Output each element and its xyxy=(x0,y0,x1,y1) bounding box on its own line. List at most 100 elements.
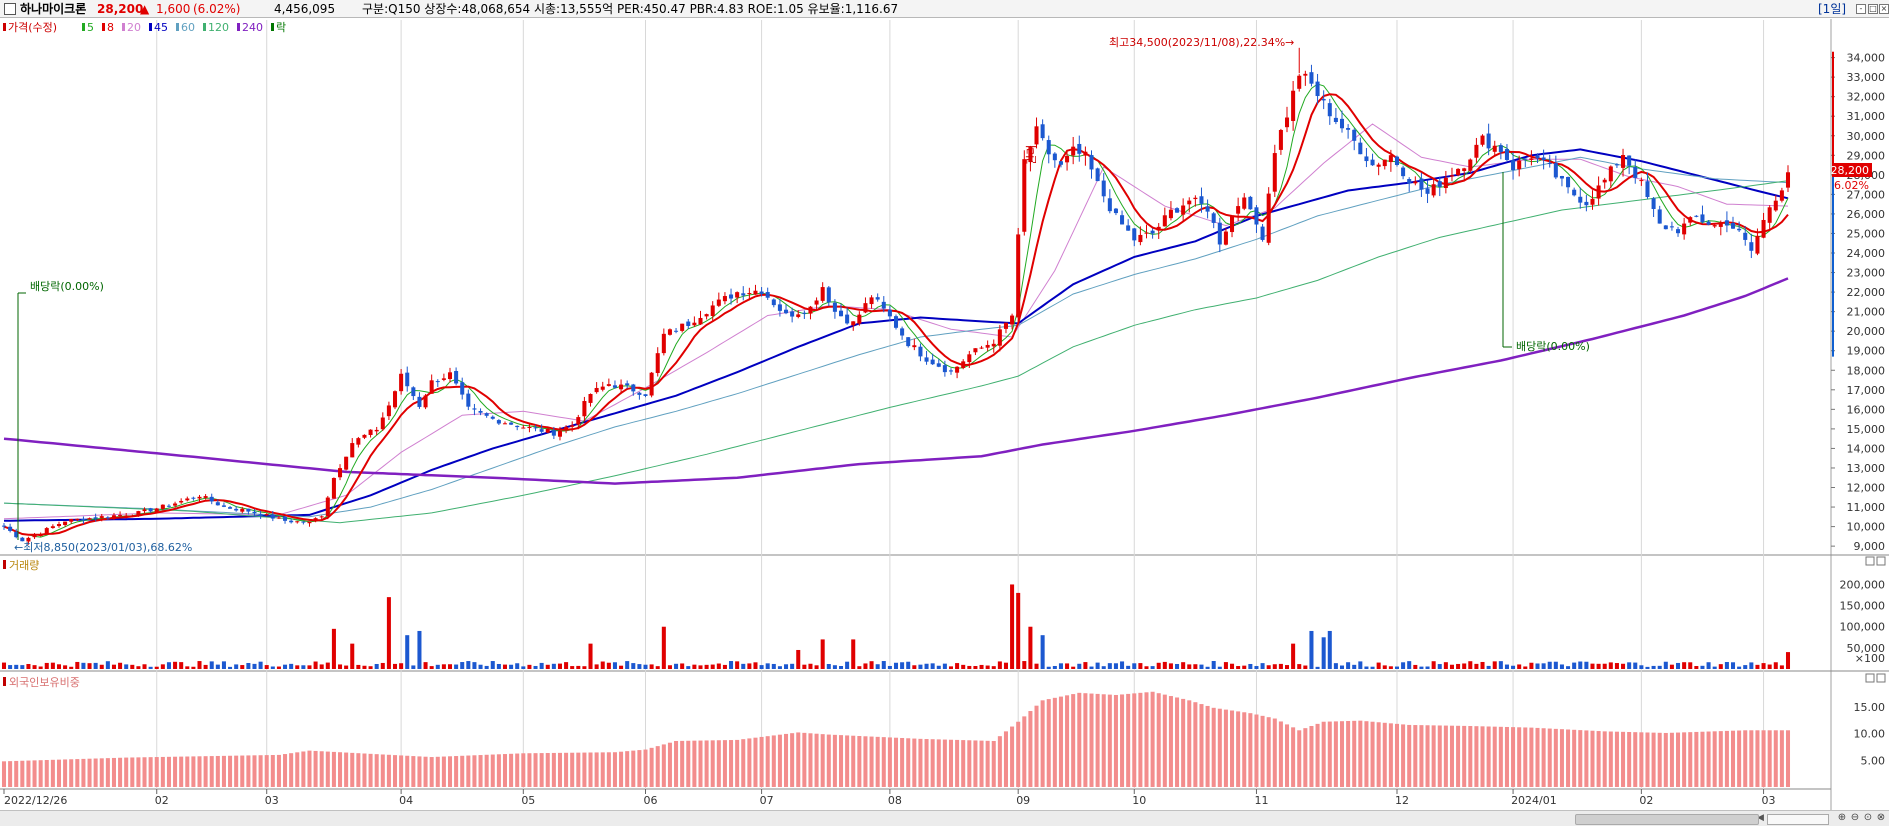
volume-bar xyxy=(283,664,288,669)
volume-tick-label: 200,000 xyxy=(1840,578,1886,591)
volume-bar xyxy=(429,666,434,669)
candle-body xyxy=(1291,90,1296,121)
legend-swatch xyxy=(82,23,85,31)
price-tick-label: 29,000 xyxy=(1847,149,1886,162)
candle-body xyxy=(1737,228,1742,231)
candle-body xyxy=(1621,155,1626,168)
candle-body xyxy=(392,391,398,408)
volume-bar xyxy=(26,663,31,669)
price-tick-label: 25,000 xyxy=(1847,227,1886,240)
zoom-in-icon[interactable]: ⊕ xyxy=(1837,812,1847,823)
candle-body xyxy=(362,434,367,438)
volume-axis: 200,000 150,000 100,000 50,000×100 xyxy=(1840,578,1886,665)
foreign-bar xyxy=(417,756,422,787)
volume-bar xyxy=(32,665,37,669)
volume-bar xyxy=(1272,664,1277,669)
month-label: 07 xyxy=(760,794,774,807)
volume-bars xyxy=(1,584,1791,669)
ma-line-240 xyxy=(3,277,1789,485)
candle-body xyxy=(1071,146,1076,156)
volume-bar xyxy=(466,661,471,669)
date-axis: 2022/12/26 02 03 04 05 06 07 08 09 10 11 12 2024/01 0… xyxy=(3,789,1776,807)
volume-bar xyxy=(1034,663,1039,669)
candle-body xyxy=(209,496,214,502)
foreign-bar xyxy=(496,754,501,787)
volume-bar xyxy=(130,664,135,669)
volume-bar xyxy=(570,666,575,669)
legend-swatch xyxy=(237,23,240,31)
candle-body xyxy=(1236,206,1241,214)
volume-bar xyxy=(1113,663,1118,669)
scroll-bar[interactable]: ◀ ⊕ ⊖ ⊙ ⊗ xyxy=(0,810,1889,826)
zoom-fit-icon[interactable]: ⊗ xyxy=(1876,812,1886,823)
volume-bar xyxy=(1254,666,1259,669)
candle-body xyxy=(1779,190,1784,201)
volume-bar xyxy=(790,663,795,669)
foreign-bar xyxy=(955,739,960,787)
volume-bar xyxy=(722,664,727,669)
legend-swatch xyxy=(149,23,152,31)
candle-body xyxy=(1413,181,1418,184)
zoom-slider[interactable] xyxy=(1767,814,1829,825)
high-annotation: 최고34,500(2023/11/08),22.34%→ xyxy=(1109,36,1294,49)
foreign-bar xyxy=(1462,725,1467,787)
foreign-bar xyxy=(875,736,880,787)
foreign-panel-buttons[interactable] xyxy=(1865,673,1886,683)
item-checkbox[interactable] xyxy=(4,3,16,15)
foreign-bar xyxy=(386,754,391,787)
price-candles xyxy=(1,47,1791,545)
candle-body xyxy=(1101,180,1106,197)
candle-body xyxy=(1333,117,1338,122)
volume-bar xyxy=(63,665,68,669)
scroll-thumb[interactable] xyxy=(1575,814,1759,825)
period-button[interactable]: [1일] xyxy=(1818,2,1847,16)
volume-bar xyxy=(203,664,208,669)
foreign-bar xyxy=(490,754,495,787)
scroll-left-icon[interactable]: ◀ xyxy=(1757,813,1764,823)
candle-body xyxy=(1785,172,1791,188)
candle-body xyxy=(680,323,685,331)
candle-body xyxy=(1156,226,1161,231)
candle-body xyxy=(802,312,807,314)
foreign-bar xyxy=(564,752,569,787)
candle-body xyxy=(1083,151,1088,156)
foreign-bar xyxy=(1327,721,1332,787)
volume-bar xyxy=(1645,666,1650,669)
volume-bar xyxy=(417,630,422,669)
maximize-icon[interactable]: □ xyxy=(1868,4,1878,14)
foreign-bar xyxy=(594,752,599,787)
candle-body xyxy=(1468,159,1473,171)
candle-body xyxy=(588,393,593,403)
volume-panel-buttons[interactable] xyxy=(1865,556,1886,566)
volume-bar xyxy=(362,665,367,669)
candle-body xyxy=(1633,167,1638,178)
foreign-bar xyxy=(918,738,923,787)
candle-body xyxy=(1089,155,1094,170)
zoom-out-icon[interactable]: ⊖ xyxy=(1850,812,1860,823)
foreign-bar xyxy=(26,760,31,787)
zoom-reset-icon[interactable]: ⊙ xyxy=(1863,812,1873,823)
ma-line-8 xyxy=(3,93,1789,536)
candle-body xyxy=(570,425,575,427)
candle-body xyxy=(1682,223,1687,235)
foreign-bar xyxy=(1138,692,1143,787)
candle-body xyxy=(56,524,62,527)
volume-bar xyxy=(1175,663,1180,669)
foreign-bar xyxy=(399,755,404,787)
candle-body xyxy=(264,514,269,516)
foreign-bar xyxy=(264,755,269,787)
volume-bar xyxy=(319,664,324,669)
minimize-icon[interactable]: - xyxy=(1856,4,1866,14)
price-tick-label: 10,000 xyxy=(1847,521,1886,534)
foreign-bar xyxy=(1425,725,1430,787)
volume-bar xyxy=(588,643,593,669)
volume-bar xyxy=(1242,665,1247,669)
volume-bar xyxy=(374,663,379,669)
foreign-bar xyxy=(1779,730,1784,787)
candle-body xyxy=(851,321,856,326)
candle-body xyxy=(246,508,251,512)
foreign-bar xyxy=(1480,726,1485,787)
volume-bar xyxy=(264,665,269,669)
volume-bar xyxy=(1596,663,1601,669)
